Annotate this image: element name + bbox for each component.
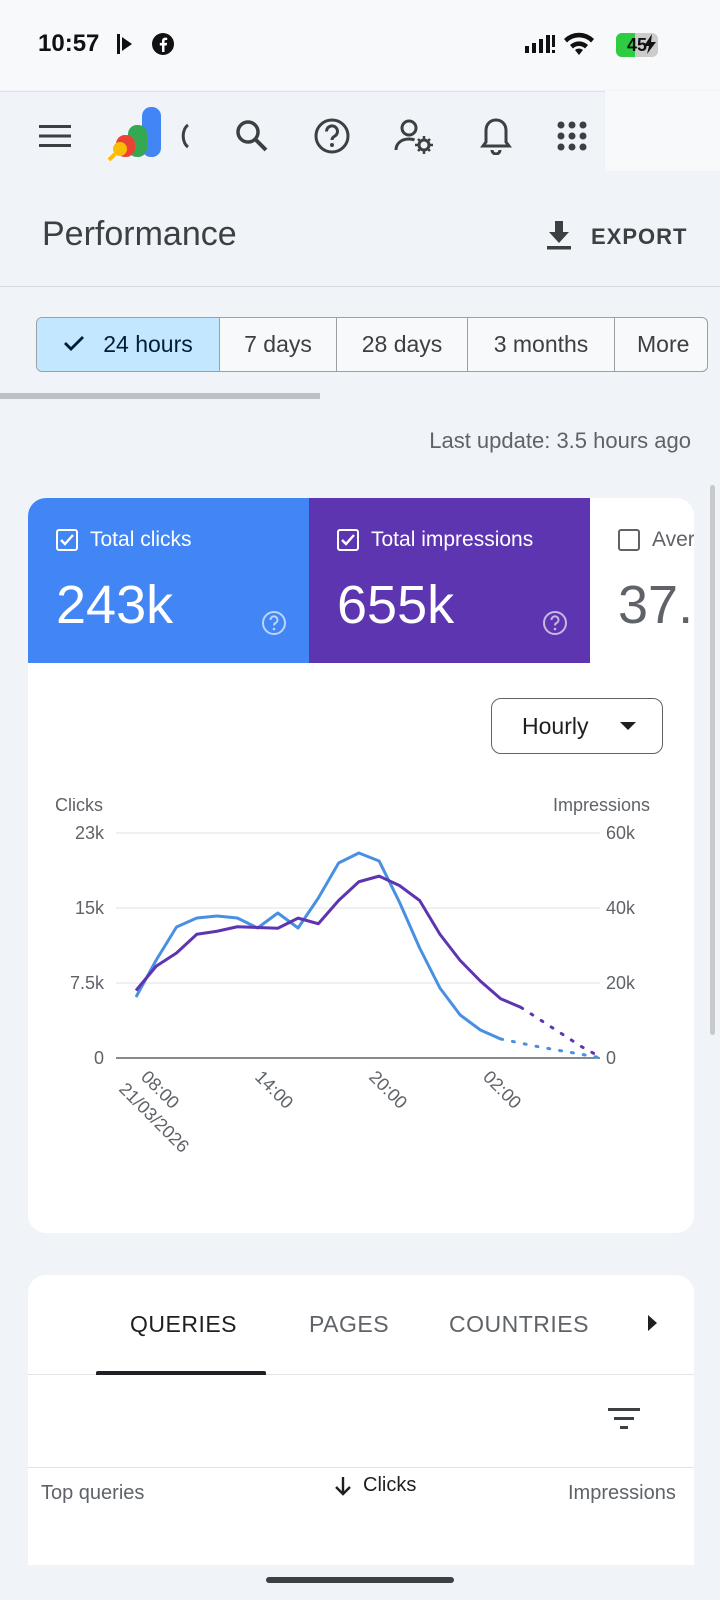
manage-access-icon[interactable]	[390, 112, 438, 160]
export-label: EXPORT	[591, 224, 688, 249]
menu-icon[interactable]	[31, 112, 79, 160]
checkbox-checked-icon[interactable]	[56, 529, 78, 551]
series-line-clicks	[134, 851, 502, 1041]
y-left-tick-label: 15k	[75, 898, 105, 918]
check-icon	[63, 331, 85, 358]
vertical-scrollbar[interactable]	[710, 485, 715, 1035]
status-bar: 10:57 45	[0, 0, 720, 90]
granularity-dropdown[interactable]: Hourly	[491, 698, 663, 754]
y-right-tick-label: 0	[606, 1048, 616, 1068]
chip-label: 3 months	[493, 331, 589, 357]
column-top-queries: Top queries	[41, 1482, 145, 1504]
download-icon	[545, 219, 573, 256]
home-indicator	[266, 1577, 454, 1583]
notifications-icon[interactable]	[472, 112, 520, 160]
checkbox-unchecked-icon[interactable]	[618, 529, 640, 551]
title-row: Performance EXPORT	[0, 195, 720, 287]
search-icon[interactable]	[228, 112, 276, 160]
y-right-tick-label: 60k	[606, 823, 636, 843]
y-axis-left-label: Clicks	[55, 798, 103, 815]
dimension-tabs: QUERIES PAGES COUNTRIES	[28, 1275, 694, 1375]
series-projection-impressions	[519, 1005, 604, 1060]
performance-card: Total clicks 243k Total impressions 655k…	[28, 498, 694, 1233]
metric-value: 243k	[56, 575, 174, 635]
app-bar	[0, 91, 605, 181]
y-left-tick-label: 7.5k	[70, 973, 105, 993]
chip-label: 24 hours	[103, 331, 193, 357]
filter-row	[28, 1376, 694, 1468]
active-tab-indicator	[96, 1371, 266, 1375]
dimensions-card: QUERIES PAGES COUNTRIES Top queries Clic…	[28, 1275, 694, 1565]
chip-more[interactable]: More	[615, 318, 707, 371]
help-icon[interactable]	[542, 610, 568, 641]
performance-chart: Clicks Impressions 23k 60k 15k 40k 7.5k 20k 0 0…	[55, 798, 650, 1157]
chip-28-days[interactable]: 28 days	[337, 318, 468, 371]
date-range-selector: 24 hours 7 days 28 days 3 months More	[36, 317, 708, 372]
metric-value: 37.	[618, 575, 694, 635]
metric-value: 655k	[337, 575, 455, 635]
last-update-text: Last update: 3.5 hours ago	[429, 428, 691, 453]
tabs-scroll-right-icon[interactable]	[648, 1315, 657, 1331]
page-title: Performance	[42, 215, 237, 253]
y-left-tick-label: 0	[94, 1048, 104, 1068]
charging-icon	[642, 30, 658, 58]
metric-label: Total impressions	[371, 528, 534, 551]
status-time: 10:57	[38, 30, 100, 57]
facebook-icon	[150, 30, 176, 58]
tab-pages[interactable]: PAGES	[309, 1311, 390, 1337]
y-right-tick-label: 40k	[606, 898, 636, 918]
metric-label: Aver	[652, 528, 694, 551]
checkbox-checked-icon[interactable]	[337, 529, 359, 551]
sort-descending-icon	[335, 1476, 351, 1496]
y-right-tick-label: 20k	[606, 973, 636, 993]
chip-label: More	[637, 331, 690, 357]
y-axis-right-label: Impressions	[553, 798, 650, 815]
metric-total-impressions[interactable]: Total impressions 655k	[309, 498, 590, 663]
horizontal-scrollbar[interactable]	[0, 393, 320, 399]
metric-total-clicks[interactable]: Total clicks 243k	[28, 498, 309, 663]
help-icon[interactable]	[308, 112, 356, 160]
metric-average-ctr[interactable]: Aver 37.	[590, 498, 694, 663]
apps-grid-icon[interactable]	[548, 112, 596, 160]
y-left-tick-label: 23k	[75, 823, 105, 843]
x-tick-label: 02:00	[479, 1067, 525, 1113]
google-ads-logo[interactable]	[106, 107, 196, 162]
chip-24-hours[interactable]: 24 hours	[37, 318, 220, 371]
series-projection-clicks	[499, 1037, 604, 1060]
x-tick-label: 20:00	[365, 1067, 411, 1113]
export-button[interactable]: EXPORT	[545, 217, 687, 257]
column-clicks-label: Clicks	[363, 1474, 417, 1496]
chip-7-days[interactable]: 7 days	[220, 318, 337, 371]
chip-label: 28 days	[361, 331, 443, 357]
signal-icon	[524, 30, 556, 58]
media-app-icon	[114, 30, 140, 58]
granularity-value: Hourly	[522, 712, 589, 739]
column-clicks[interactable]: Clicks	[333, 1474, 416, 1497]
chip-label: 7 days	[244, 331, 312, 357]
help-icon[interactable]	[261, 610, 287, 641]
series-line-impressions	[134, 874, 522, 1009]
chip-3-months[interactable]: 3 months	[468, 318, 615, 371]
app-bar-overflow	[605, 91, 720, 171]
dropdown-arrow-icon	[620, 722, 636, 730]
wifi-icon	[562, 30, 596, 58]
filter-icon[interactable]	[606, 1404, 642, 1439]
tab-countries[interactable]: COUNTRIES	[449, 1311, 589, 1337]
metric-label: Total clicks	[90, 528, 192, 551]
column-impressions[interactable]: Impressions	[568, 1482, 676, 1504]
x-tick-label: 14:00	[251, 1067, 297, 1113]
tab-queries[interactable]: QUERIES	[130, 1311, 238, 1337]
